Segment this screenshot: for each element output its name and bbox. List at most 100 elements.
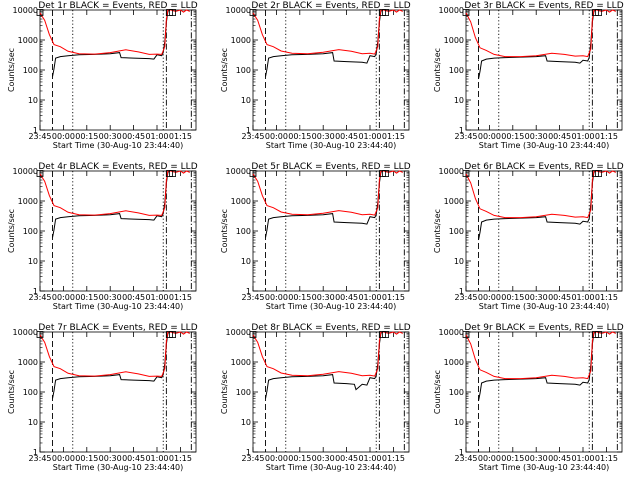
x-tick-label: 01:15 — [169, 454, 192, 463]
x-tick-label: 00:45 — [335, 454, 358, 463]
x-tick-label: 01:15 — [382, 293, 405, 302]
y-tick-label: 10000 — [439, 167, 464, 176]
y-tick-label: 1 — [459, 126, 464, 135]
y-tick-label: 1 — [33, 126, 38, 135]
y-tick-label: 1000 — [18, 197, 38, 206]
y-axis-label: Counts/sec — [7, 370, 16, 414]
x-tick-label: 23:45 — [241, 132, 264, 141]
x-tick-label: 00:30 — [525, 454, 548, 463]
x-tick-label: 00:00 — [52, 132, 75, 141]
series-line-events — [265, 331, 383, 399]
x-tick-label: 00:30 — [99, 454, 122, 463]
y-axis-label: Counts/sec — [220, 370, 229, 414]
x-axis-label: Start Time (30-Aug-10 23:44:40) — [53, 463, 184, 472]
x-tick-label: 01:00 — [145, 132, 168, 141]
chart-title: Det 1r BLACK = Events, RED = LLD — [38, 1, 197, 11]
x-tick-label: 01:00 — [571, 132, 594, 141]
y-axis-label: Counts/sec — [7, 48, 16, 92]
x-tick-label: 00:30 — [525, 293, 548, 302]
x-tick-label: 00:30 — [312, 454, 335, 463]
y-tick-label: 1000 — [444, 197, 464, 206]
y-tick-label: 10000 — [439, 328, 464, 337]
interval-box-marker — [169, 9, 177, 16]
x-tick-label: 00:30 — [99, 293, 122, 302]
y-tick-label: 100 — [236, 388, 251, 397]
y-tick-label: 10 — [241, 96, 251, 105]
y-tick-label: 1 — [246, 126, 251, 135]
chart-title: Det 9r BLACK = Events, RED = LLD — [464, 323, 623, 333]
x-tick-label: 00:15 — [75, 454, 98, 463]
y-tick-label: 1 — [246, 448, 251, 457]
x-tick-label: 00:30 — [312, 132, 335, 141]
x-axis-label: Start Time (30-Aug-10 23:44:40) — [479, 463, 610, 472]
interval-box-marker — [462, 9, 470, 16]
x-tick-label: 01:15 — [169, 293, 192, 302]
x-tick-label: 00:00 — [265, 293, 288, 302]
x-tick-label: 01:00 — [358, 293, 381, 302]
series-line-events — [52, 9, 170, 77]
interval-box-marker — [382, 9, 390, 16]
chart-title: Det 3r BLACK = Events, RED = LLD — [464, 1, 623, 11]
interval-box-marker — [36, 170, 44, 177]
interval-box-marker — [169, 331, 177, 338]
interval-box-marker — [462, 331, 470, 338]
x-tick-label: 00:00 — [478, 132, 501, 141]
x-tick-label: 00:00 — [265, 132, 288, 141]
plot-frame — [39, 331, 197, 453]
x-tick-label: 00:45 — [548, 454, 571, 463]
chart-panel: Det 4r BLACK = Events, RED = LLD 1 10 100 10… — [7, 162, 198, 311]
x-tick-label: 23:45 — [28, 454, 51, 463]
y-tick-label: 1 — [459, 287, 464, 296]
x-tick-label: 00:15 — [501, 293, 524, 302]
x-tick-label: 00:45 — [335, 132, 358, 141]
y-axis-label: Counts/sec — [220, 209, 229, 253]
plot-frame — [465, 9, 623, 131]
interval-box-marker — [36, 331, 44, 338]
y-tick-label: 1000 — [231, 358, 251, 367]
x-tick-label: 01:00 — [145, 454, 168, 463]
series-line-events — [52, 170, 170, 238]
y-tick-label: 1 — [33, 287, 38, 296]
x-tick-label: 00:15 — [75, 132, 98, 141]
y-tick-label: 10 — [241, 418, 251, 427]
y-tick-label: 10000 — [13, 6, 38, 15]
y-tick-label: 1000 — [444, 36, 464, 45]
interval-box-marker — [595, 9, 602, 16]
x-tick-label: 01:15 — [382, 454, 405, 463]
y-tick-label: 100 — [23, 388, 38, 397]
x-axis-label: Start Time (30-Aug-10 23:44:40) — [479, 141, 610, 150]
y-tick-label: 10 — [454, 418, 464, 427]
x-tick-label: 00:45 — [122, 454, 145, 463]
series-line-events — [478, 9, 596, 80]
chart-panel: Det 3r BLACK = Events, RED = LLD 1 10 100 10… — [433, 1, 624, 150]
x-tick-label: 00:45 — [548, 293, 571, 302]
y-tick-label: 10000 — [226, 328, 251, 337]
interval-box-marker — [36, 9, 44, 16]
x-tick-label: 23:45 — [28, 132, 51, 141]
x-tick-label: 00:30 — [99, 132, 122, 141]
y-tick-label: 100 — [236, 66, 251, 75]
x-tick-label: 00:45 — [548, 132, 571, 141]
x-axis-label: Start Time (30-Aug-10 23:44:40) — [266, 463, 397, 472]
x-tick-label: 00:15 — [501, 454, 524, 463]
plot-frame — [465, 170, 623, 292]
x-tick-label: 00:30 — [312, 293, 335, 302]
plot-frame — [39, 9, 197, 131]
y-tick-label: 1000 — [444, 358, 464, 367]
y-tick-label: 10000 — [13, 167, 38, 176]
x-tick-label: 01:15 — [169, 132, 192, 141]
x-axis-label: Start Time (30-Aug-10 23:44:40) — [266, 141, 397, 150]
x-tick-label: 01:00 — [358, 454, 381, 463]
y-tick-label: 10 — [454, 257, 464, 266]
chart-panel: Det 6r BLACK = Events, RED = LLD 1 10 100 10… — [433, 162, 624, 311]
interval-box-marker — [462, 170, 470, 177]
chart-title: Det 6r BLACK = Events, RED = LLD — [464, 162, 623, 172]
x-tick-label: 01:15 — [595, 293, 618, 302]
y-axis-label: Counts/sec — [220, 48, 229, 92]
interval-box-marker — [249, 9, 257, 16]
y-tick-label: 10 — [454, 96, 464, 105]
series-line-events — [265, 170, 383, 238]
y-tick-label: 10 — [28, 418, 38, 427]
interval-box-marker — [169, 170, 177, 177]
x-tick-label: 23:45 — [241, 293, 264, 302]
